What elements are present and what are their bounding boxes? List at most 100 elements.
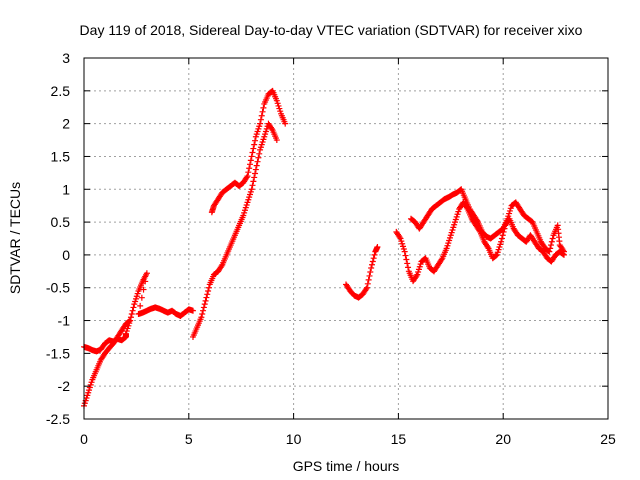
data-point	[81, 400, 88, 407]
data-point	[262, 128, 269, 135]
data-point	[405, 264, 412, 271]
y-tick-label: 1.5	[51, 148, 71, 164]
data-point	[200, 307, 207, 314]
data-point	[249, 149, 256, 156]
data-point	[252, 137, 259, 144]
data-point	[474, 217, 481, 224]
data-point	[496, 244, 503, 251]
data-point	[363, 284, 370, 291]
data-point	[251, 141, 258, 148]
x-tick-label: 20	[495, 431, 511, 447]
data-point	[245, 169, 252, 176]
data-point	[263, 125, 270, 132]
data-point	[132, 298, 139, 305]
data-point	[370, 255, 377, 262]
data-point	[415, 268, 422, 275]
data-point	[448, 229, 455, 236]
data-point	[396, 234, 403, 241]
data-point	[138, 294, 145, 301]
data-point	[400, 243, 407, 250]
data-point	[493, 252, 500, 259]
data-point	[247, 161, 254, 168]
data-point	[134, 290, 141, 297]
data-point	[261, 133, 268, 140]
y-tick-label: 2.5	[51, 83, 71, 99]
data-point	[499, 232, 506, 239]
data-point	[363, 286, 370, 293]
data-point	[368, 265, 375, 272]
data-point	[85, 389, 92, 396]
data-point	[497, 241, 504, 248]
data-point	[484, 244, 491, 251]
data-point	[204, 291, 211, 298]
data-point	[254, 128, 261, 135]
data-point	[415, 266, 422, 273]
data-point	[86, 387, 93, 394]
x-tick-label: 5	[185, 431, 193, 447]
data-point	[124, 325, 131, 332]
data-point	[276, 105, 283, 112]
data-point	[84, 392, 91, 399]
data-point	[218, 263, 225, 270]
data-point	[547, 242, 554, 249]
x-tick-label: 0	[80, 431, 88, 447]
y-tick-label: 1	[62, 181, 70, 197]
data-point	[455, 208, 462, 215]
data-point	[243, 174, 250, 181]
data-point	[189, 307, 196, 314]
data-point	[240, 212, 247, 219]
data-point	[250, 178, 257, 185]
data-point	[401, 248, 408, 255]
data-point	[199, 310, 206, 317]
data-point	[262, 131, 269, 138]
data-point	[451, 219, 458, 226]
data-point	[142, 278, 149, 285]
data-point	[413, 272, 420, 279]
data-point	[258, 141, 265, 148]
x-tick-label: 10	[286, 431, 302, 447]
data-point	[246, 165, 253, 172]
data-point	[417, 261, 424, 268]
data-point	[364, 280, 371, 287]
data-point	[257, 120, 264, 127]
data-point	[137, 302, 144, 309]
data-point	[242, 204, 249, 211]
data-point	[260, 104, 267, 111]
data-point	[252, 170, 259, 177]
data-point	[374, 244, 381, 251]
data-point	[244, 173, 251, 180]
data-point	[399, 240, 406, 247]
data-point	[248, 186, 255, 193]
data-point	[498, 238, 505, 245]
data-point	[259, 139, 266, 146]
x-axis-label: GPS time / hours	[293, 458, 400, 474]
data-point	[248, 153, 255, 160]
data-point	[256, 123, 263, 130]
data-point	[257, 146, 264, 153]
y-tick-label: -0.5	[46, 280, 70, 296]
y-axis-label: SDTVAR / TECUs	[7, 182, 23, 294]
data-point	[506, 207, 513, 214]
data-point	[447, 232, 454, 239]
x-tick-label: 25	[600, 431, 616, 447]
data-point	[560, 248, 567, 255]
y-tick-label: 0.5	[51, 214, 71, 230]
data-point	[452, 216, 459, 223]
data-point	[249, 182, 256, 189]
data-point	[438, 256, 445, 263]
data-point	[247, 157, 254, 164]
data-point	[257, 116, 264, 123]
y-tick-label: -1	[58, 313, 71, 329]
data-point	[366, 272, 373, 279]
data-point	[367, 268, 374, 275]
data-point	[260, 136, 267, 143]
data-point	[255, 154, 262, 161]
data-point	[507, 205, 514, 212]
data-point	[130, 304, 137, 311]
data-point	[368, 261, 375, 268]
data-point	[86, 384, 93, 391]
grid-lines	[84, 58, 608, 419]
data-point	[87, 381, 94, 388]
data-point	[202, 297, 209, 304]
